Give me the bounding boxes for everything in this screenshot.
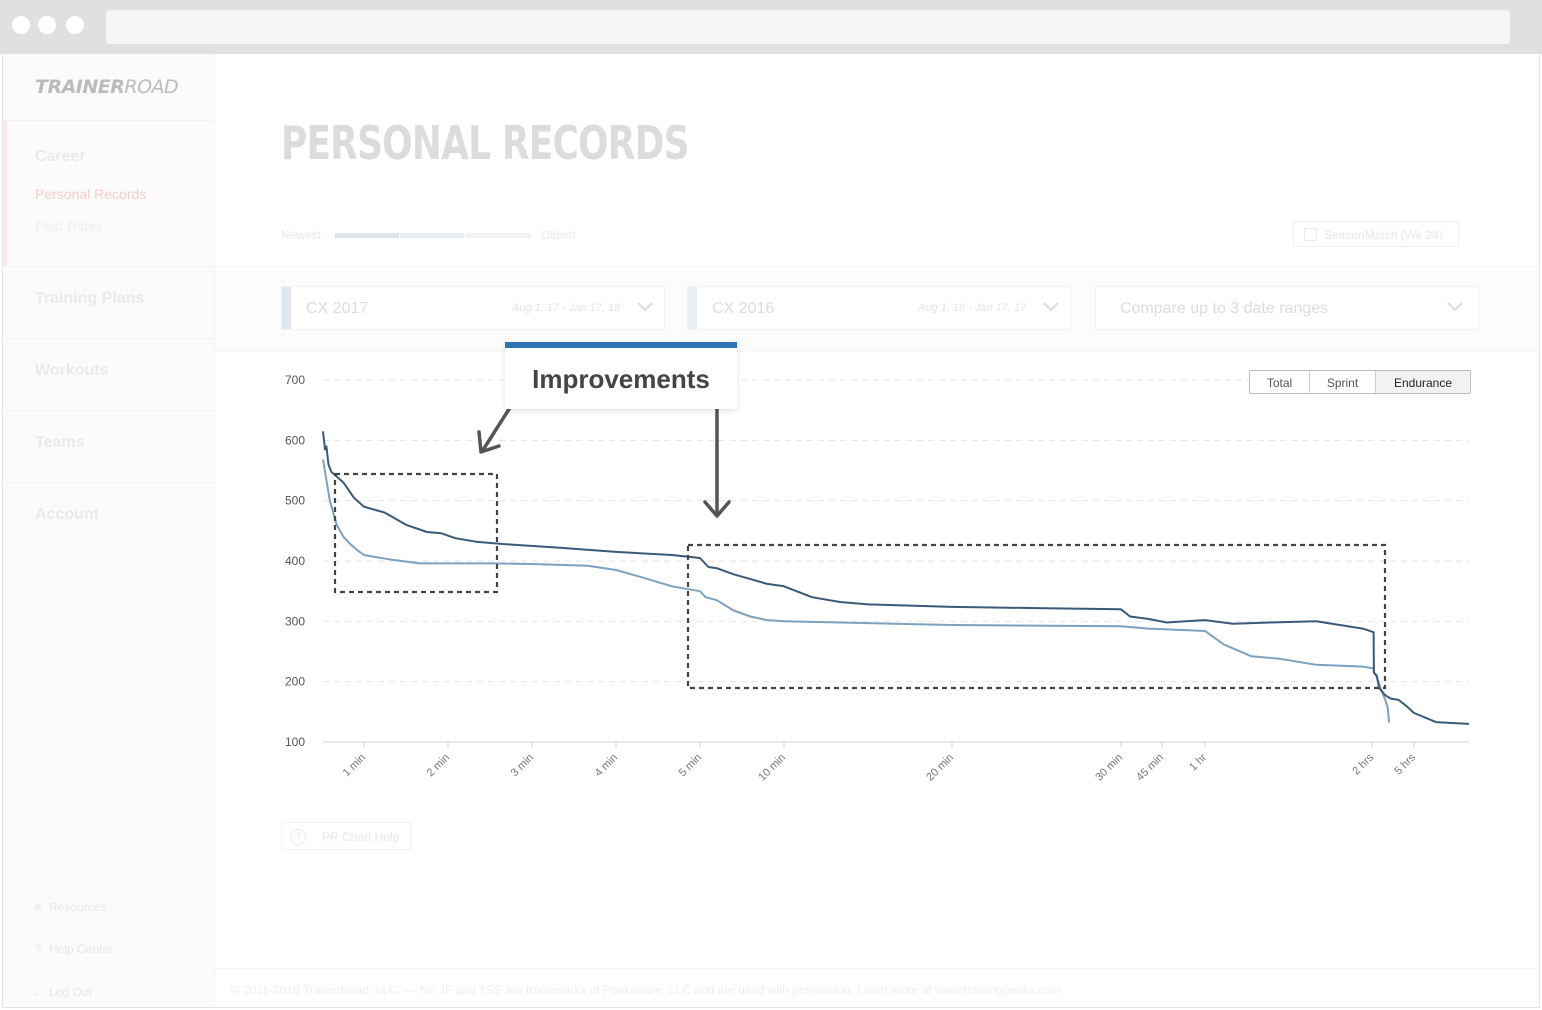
career-section (3, 120, 215, 266)
highlight-box-short (333, 472, 499, 594)
log-out-label: Log Out (49, 985, 92, 999)
question-icon: ? (290, 829, 306, 845)
date-range-cx-2016[interactable]: CX 2016 Aug 1, 16 - Jan 17, 17 (687, 286, 1071, 330)
arrow-left-icon: ← (32, 985, 44, 999)
y-tick-label: 400 (285, 554, 305, 568)
range-color-strip (688, 287, 697, 329)
toggle-endurance[interactable]: Endurance (1376, 371, 1470, 393)
chevron-down-icon (1043, 302, 1059, 312)
chart-type-toggle: Total Sprint Endurance (1249, 370, 1471, 394)
window-maximize-dot[interactable] (66, 16, 84, 34)
x-tick-label: 30 min (1093, 752, 1125, 784)
sidebar-item-account[interactable]: Account (35, 506, 99, 523)
date-range-cx-2017[interactable]: CX 2017 Aug 1, 17 - Jan 17, 18 (281, 286, 665, 330)
app-window: TRAINERROAD Career Personal Records Past… (2, 54, 1540, 1008)
sidebar: TRAINERROAD Career Personal Records Past… (3, 54, 215, 1007)
sidebar-item-past-rides[interactable]: Past Rides (35, 218, 103, 234)
sidebar-divider (3, 410, 215, 411)
highlight-box-long (686, 543, 1387, 690)
window-minimize-dot[interactable] (38, 16, 56, 34)
chevron-down-icon (637, 302, 653, 312)
sidebar-item-training-plans[interactable]: Training Plans (35, 290, 145, 307)
range-name: CX 2017 (306, 300, 369, 317)
series-line (322, 431, 1470, 725)
power-curve-chart: 100 200 300 400 500 600 700 1 min 2 min 3 min 4 mi… (285, 373, 1470, 784)
sidebar-item-teams[interactable]: Teams (35, 434, 85, 451)
x-tick-label: 20 min (924, 752, 956, 784)
x-tick-label: 2 min (425, 752, 453, 780)
chevron-down-icon (1447, 302, 1463, 312)
window-close-dot[interactable] (12, 16, 30, 34)
page-title: PERSONAL RECORDS (281, 116, 689, 170)
log-out-link[interactable]: ← Log Out (31, 985, 92, 999)
help-center-label: Help Center (49, 942, 114, 956)
footer: © 2011-2018 TrainerRoad, LLC. — NP, IF a… (215, 968, 1539, 1007)
x-tick-label: 1 min (341, 752, 369, 780)
help-circle-icon: ? (34, 942, 42, 956)
pr-chart-help-button[interactable]: ? PR Chart Help (281, 822, 411, 850)
compare-date-ranges-select[interactable]: Compare up to 3 date ranges (1095, 286, 1479, 330)
sidebar-item-personal-records[interactable]: Personal Records (35, 186, 147, 202)
x-tick-label: 3 min (509, 752, 537, 780)
range-dates: Aug 1, 17 - Jan 17, 18 (512, 302, 621, 314)
range-dates: Aug 1, 16 - Jan 17, 17 (918, 302, 1027, 314)
improvements-callout: Improvements (505, 342, 737, 409)
url-bar[interactable] (106, 10, 1510, 44)
y-tick-label: 200 (285, 675, 305, 689)
sidebar-divider (3, 338, 215, 339)
legend-bar-newest (335, 233, 399, 238)
y-tick-label: 600 (285, 433, 305, 447)
arrow-head-icon (703, 500, 731, 518)
seasonmatch-label: SeasonMatch (Wk 24) (1324, 228, 1443, 242)
x-tick-label: 1 hr (1187, 751, 1209, 773)
resources-label: Resources (49, 900, 107, 914)
browser-chrome (0, 0, 1542, 54)
legend-bar-oldest (465, 233, 531, 238)
legend-bar-middle (400, 233, 464, 238)
seasonmatch-checkbox[interactable] (1304, 228, 1317, 241)
y-tick-label: 700 (285, 373, 305, 387)
main-content: PERSONAL RECORDS Newest Oldest SeasonMat… (215, 54, 1539, 1007)
sidebar-item-career[interactable]: Career (35, 148, 86, 165)
sidebar-divider (3, 482, 215, 483)
sidebar-divider (3, 266, 215, 267)
range-color-strip (282, 287, 291, 329)
legend-newest-label: Newest (281, 228, 322, 242)
legend-oldest-label: Oldest (541, 228, 576, 242)
sidebar-item-workouts[interactable]: Workouts (35, 362, 109, 379)
seasonmatch-toggle[interactable]: SeasonMatch (Wk 24) (1293, 221, 1459, 247)
y-tick-label: 100 (285, 735, 305, 749)
x-tick-label: 5 hrs (1392, 751, 1418, 777)
range-name: CX 2016 (712, 300, 775, 317)
y-tick-label: 300 (285, 614, 305, 628)
logo-light-text: ROAD (124, 76, 179, 98)
help-center-link[interactable]: ? Help Center (31, 942, 113, 956)
logo-bold-text: TRAINER (35, 76, 125, 98)
list-icon: ≡ (34, 900, 42, 914)
arrow-head-icon (477, 430, 501, 454)
resources-link[interactable]: ≡ Resources (31, 900, 106, 914)
trainerroad-logo[interactable]: TRAINERROAD (35, 76, 179, 98)
x-tick-label: 2 hrs (1350, 751, 1376, 777)
x-tick-label: 5 min (677, 752, 705, 780)
help-button-label: PR Chart Help (322, 830, 400, 844)
x-tick-label: 10 min (756, 752, 788, 784)
series-line (322, 459, 1391, 723)
compare-placeholder: Compare up to 3 date ranges (1120, 300, 1329, 317)
callout-arrow-line (481, 404, 513, 452)
x-tick-label: 4 min (593, 752, 621, 780)
toggle-sprint[interactable]: Sprint (1310, 371, 1376, 393)
y-tick-label: 500 (285, 494, 305, 508)
x-tick-label: 45 min (1134, 752, 1166, 784)
toggle-total[interactable]: Total (1250, 371, 1310, 393)
